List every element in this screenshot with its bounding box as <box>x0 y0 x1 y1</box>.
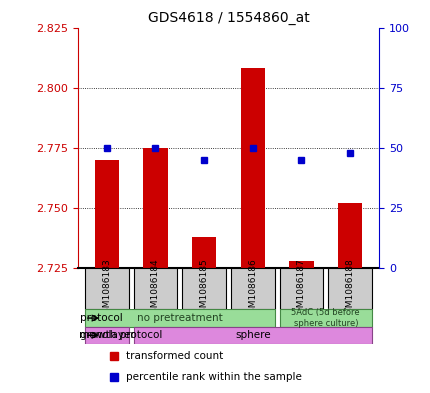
FancyBboxPatch shape <box>327 268 371 309</box>
FancyBboxPatch shape <box>133 327 371 344</box>
Text: GSM1086186: GSM1086186 <box>248 259 257 319</box>
FancyBboxPatch shape <box>85 327 129 344</box>
Text: sphere: sphere <box>234 330 270 340</box>
FancyBboxPatch shape <box>85 268 129 309</box>
FancyBboxPatch shape <box>279 309 371 327</box>
Text: GSM1086183: GSM1086183 <box>102 259 111 319</box>
Bar <box>289 261 313 268</box>
Text: GSM1086185: GSM1086185 <box>199 259 208 319</box>
Text: GSM1086184: GSM1086184 <box>150 259 160 319</box>
Text: protocol: protocol <box>80 313 123 323</box>
Bar <box>191 237 216 268</box>
Bar <box>143 148 167 268</box>
FancyBboxPatch shape <box>182 268 225 309</box>
Text: GSM1086188: GSM1086188 <box>345 259 354 319</box>
Text: 5AdC (5d before
sphere culture): 5AdC (5d before sphere culture) <box>291 309 359 328</box>
Text: growth protocol: growth protocol <box>80 330 162 340</box>
Bar <box>240 68 264 268</box>
Text: GSM1086187: GSM1086187 <box>296 259 305 319</box>
Bar <box>95 160 119 268</box>
FancyBboxPatch shape <box>230 268 274 309</box>
Bar <box>337 203 361 268</box>
FancyBboxPatch shape <box>133 268 177 309</box>
Text: transformed count: transformed count <box>126 351 223 361</box>
Text: percentile rank within the sample: percentile rank within the sample <box>126 372 301 382</box>
Title: GDS4618 / 1554860_at: GDS4618 / 1554860_at <box>147 11 309 25</box>
FancyBboxPatch shape <box>85 309 274 327</box>
Text: no pretreatment: no pretreatment <box>137 313 222 323</box>
FancyBboxPatch shape <box>279 268 322 309</box>
Text: monolayer: monolayer <box>79 330 134 340</box>
